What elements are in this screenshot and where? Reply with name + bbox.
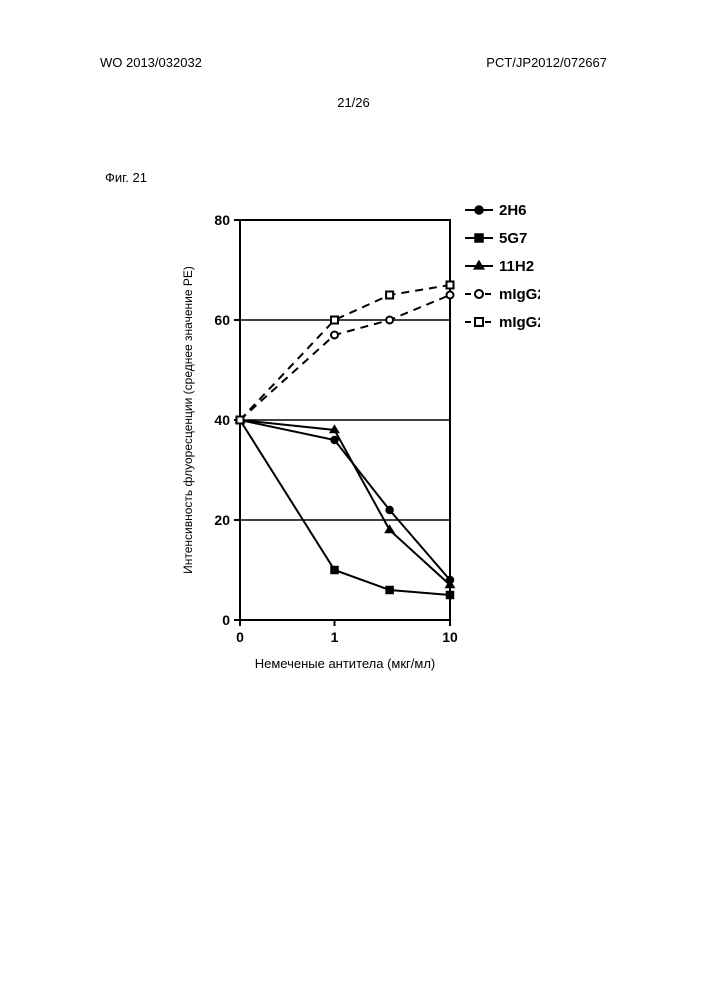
svg-text:20: 20 <box>214 512 230 528</box>
svg-text:80: 80 <box>214 212 230 228</box>
svg-text:Интенсивность флуоресценции (с: Интенсивность флуоресценции (среднее зна… <box>181 266 195 574</box>
svg-text:0: 0 <box>236 629 244 645</box>
svg-text:mIgG2b: mIgG2b <box>499 314 540 331</box>
svg-text:5G7: 5G7 <box>499 230 527 247</box>
svg-text:11H2: 11H2 <box>499 258 534 275</box>
line-chart: 0 20 40 60 80 0 1 10 Немеченые антитела (мкг/мл)… <box>160 160 540 700</box>
svg-text:0: 0 <box>222 612 230 628</box>
doc-id-left: WO 2013/032032 <box>100 55 202 70</box>
figure-label: Фиг. 21 <box>105 170 147 185</box>
doc-id-right: PCT/JP2012/072667 <box>486 55 607 70</box>
svg-text:2H6: 2H6 <box>499 202 527 219</box>
svg-text:40: 40 <box>214 412 230 428</box>
svg-text:Немеченые антитела (мкг/мл): Немеченые антитела (мкг/мл) <box>255 656 436 671</box>
svg-text:mIgG2a: mIgG2a <box>499 286 540 303</box>
svg-text:10: 10 <box>442 629 458 645</box>
svg-text:1: 1 <box>331 629 339 645</box>
svg-text:60: 60 <box>214 312 230 328</box>
page-number: 21/26 <box>337 95 370 110</box>
